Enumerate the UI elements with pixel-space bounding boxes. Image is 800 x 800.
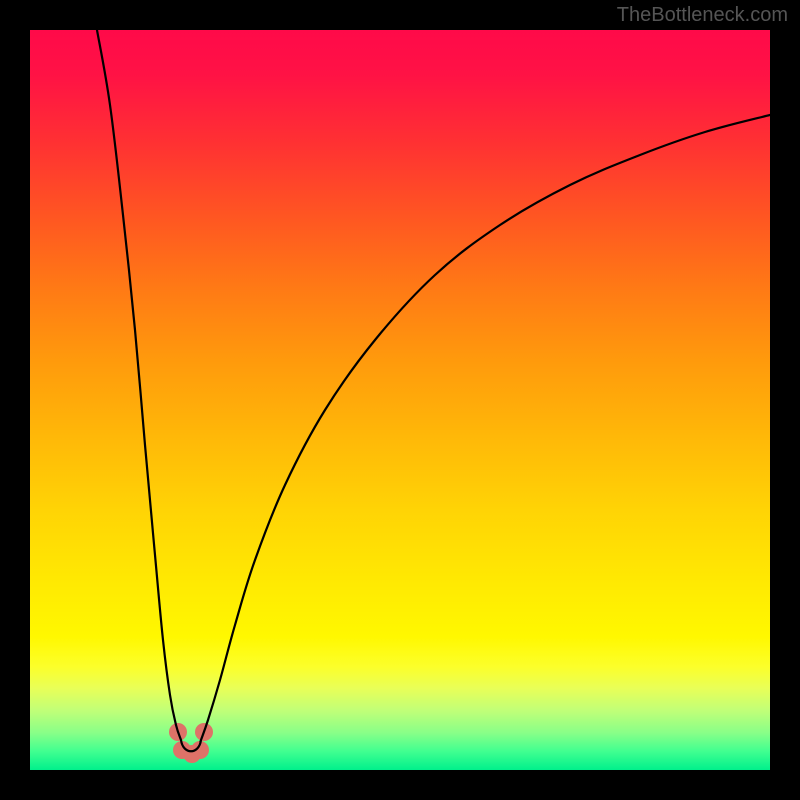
watermark-text: TheBottleneck.com (617, 4, 788, 27)
chart-plot-area (30, 30, 770, 770)
bottleneck-curve (97, 30, 770, 751)
trough-markers (169, 723, 213, 763)
curve-layer (30, 30, 770, 770)
